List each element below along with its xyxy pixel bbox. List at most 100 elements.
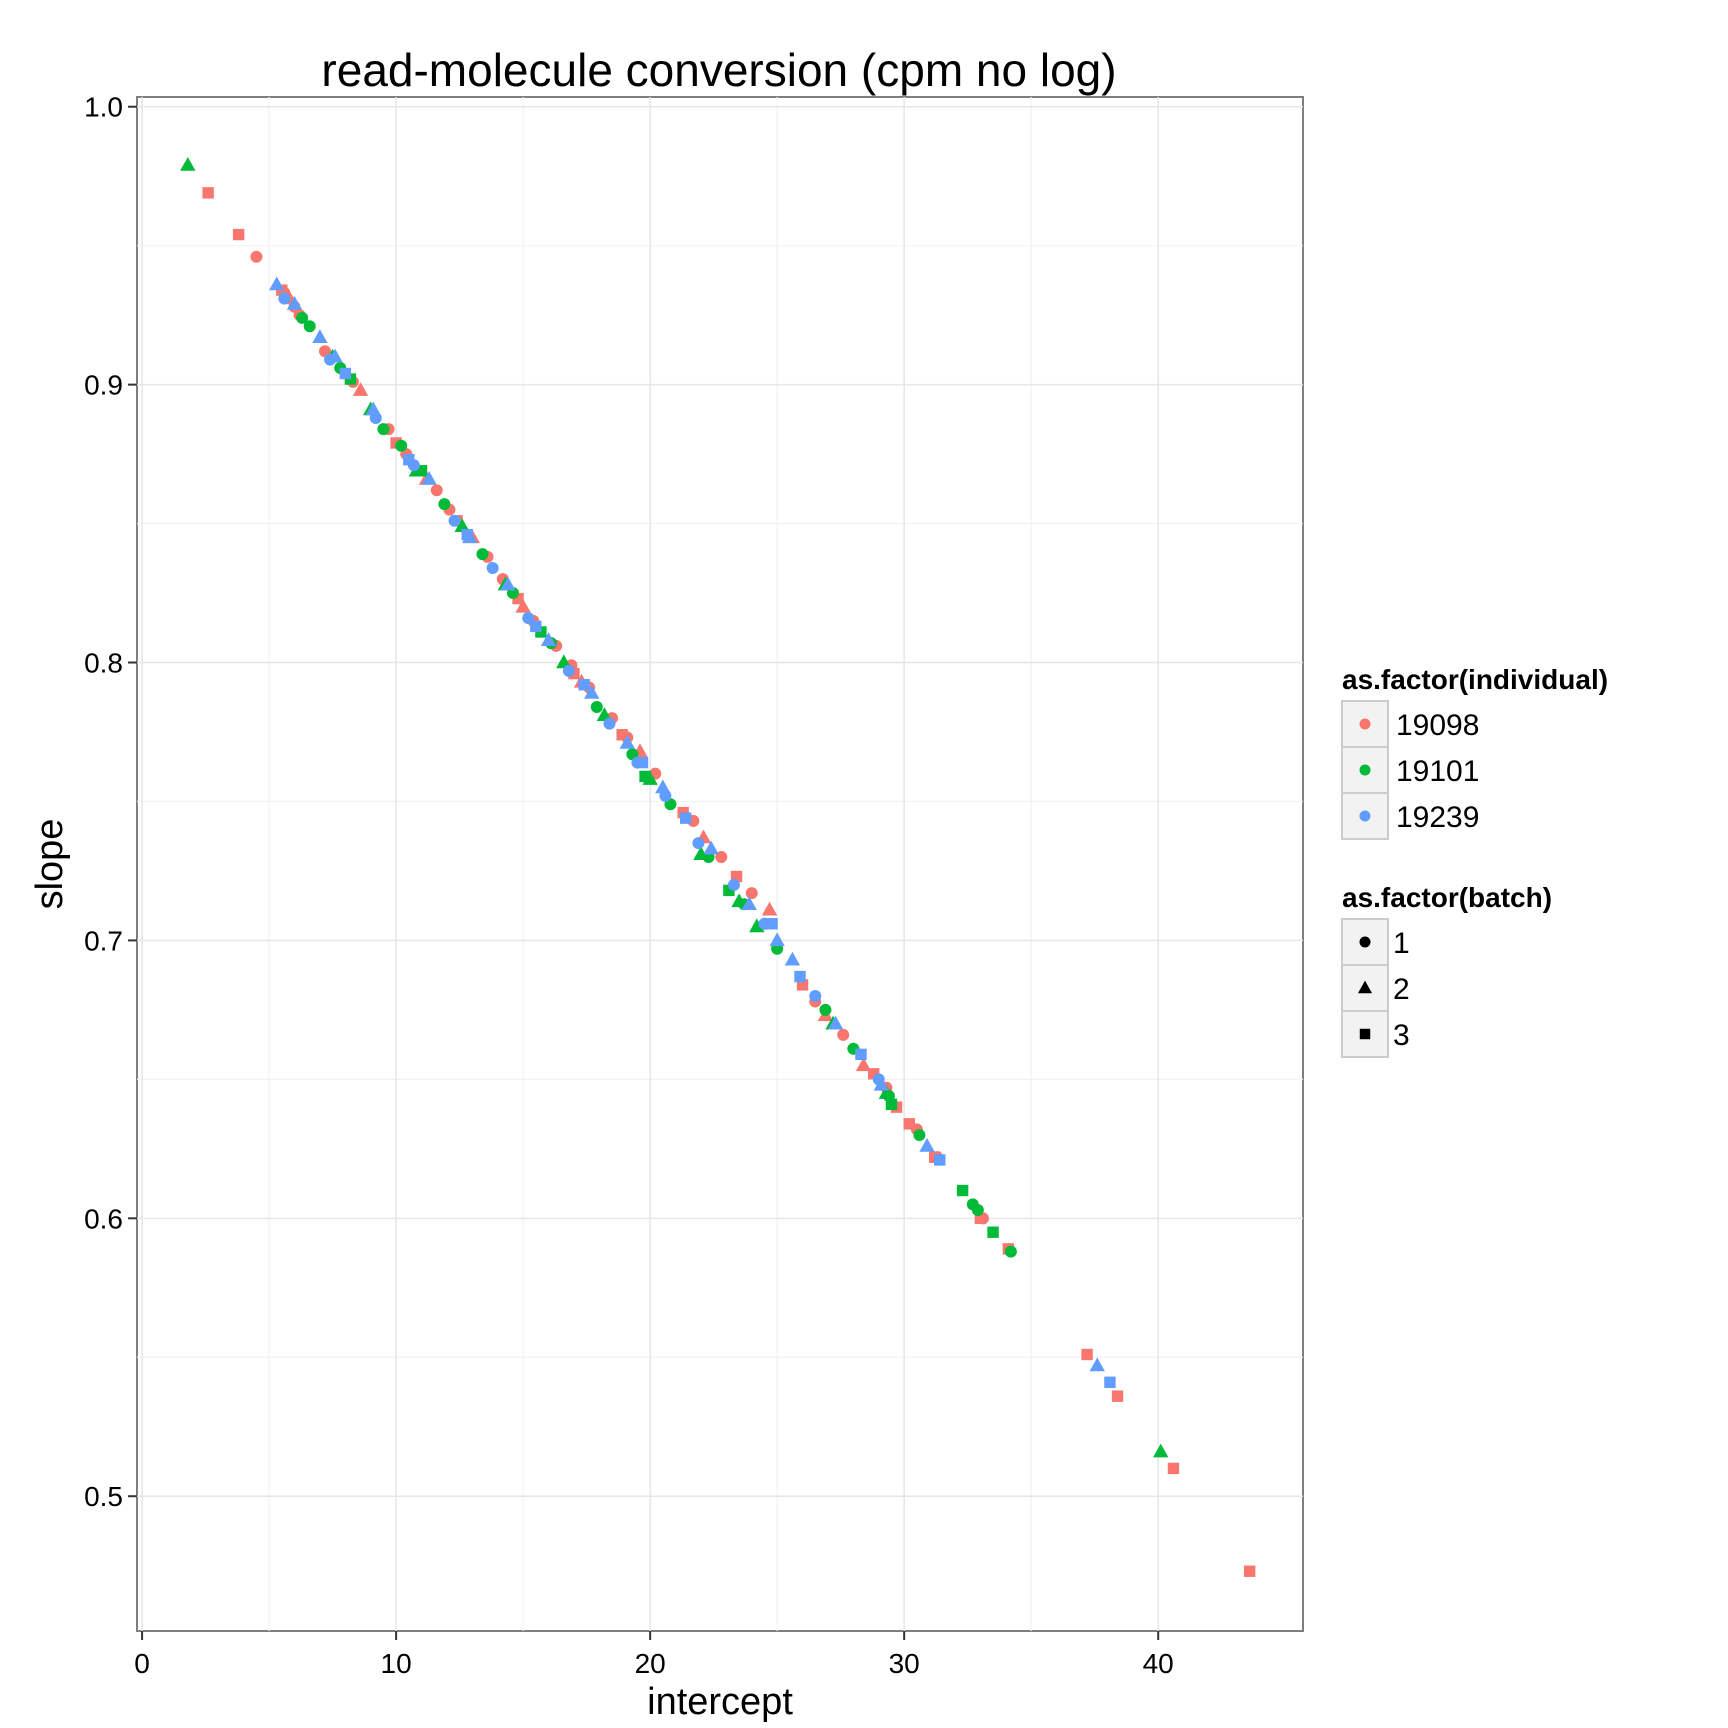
- data-point: [809, 990, 822, 1003]
- data-point: [1089, 1357, 1105, 1372]
- data-point: [827, 1015, 844, 1030]
- data-point: [903, 1118, 915, 1130]
- data-point: [639, 770, 651, 783]
- legend-color-swatch: [1359, 764, 1371, 776]
- data-point: [562, 664, 575, 677]
- data-point: [616, 729, 628, 741]
- data-point: [885, 1098, 898, 1111]
- data-point: [727, 878, 740, 891]
- data-point: [232, 228, 245, 241]
- data-point: [619, 735, 635, 749]
- data-point: [766, 918, 778, 930]
- data-point: [703, 840, 719, 855]
- y-axis-label: slope: [29, 819, 71, 910]
- data-point: [202, 187, 214, 199]
- x-tick-label: 20: [635, 1648, 666, 1679]
- data-point: [327, 348, 343, 363]
- data-point: [296, 311, 309, 324]
- major-grid: [137, 97, 1303, 1631]
- data-point: [540, 632, 557, 646]
- data-point: [590, 700, 603, 713]
- data-point: [796, 979, 809, 991]
- data-point: [956, 1184, 969, 1197]
- data-point: [636, 756, 649, 769]
- data-point: [403, 453, 415, 466]
- data-point: [438, 498, 451, 511]
- y-tick-label: 0.7: [84, 925, 123, 956]
- data-point: [486, 562, 499, 575]
- data-point: [723, 884, 735, 897]
- data-point: [867, 1068, 880, 1080]
- data-point: [454, 518, 470, 533]
- data-point: [878, 1085, 895, 1099]
- data-point: [584, 684, 600, 699]
- data-point: [693, 846, 709, 860]
- x-tick-label: 40: [1143, 1648, 1174, 1679]
- data-point: [530, 620, 542, 633]
- data-point: [919, 1137, 935, 1152]
- axis-ticks: 0 10 20 30 40 0.5 0.6 0.7 0.8 0.9 1.0: [84, 92, 1174, 1679]
- data-point: [269, 276, 285, 291]
- data-point: [1243, 1565, 1256, 1577]
- data-point: [377, 423, 390, 436]
- data-point: [250, 250, 263, 263]
- data-point: [303, 320, 316, 333]
- data-point: [741, 896, 757, 910]
- data-point: [971, 1203, 984, 1216]
- data-point: [731, 893, 747, 908]
- data-point: [873, 1076, 890, 1091]
- data-point: [365, 401, 381, 416]
- legend-color-swatch: [1359, 718, 1371, 730]
- y-tick-label: 0.5: [84, 1481, 123, 1512]
- data-point: [794, 970, 806, 983]
- x-axis-label: intercept: [647, 1681, 793, 1723]
- data-point: [934, 1154, 946, 1166]
- x-tick-label: 0: [134, 1648, 150, 1679]
- legend-shape-swatch: [1359, 1028, 1371, 1040]
- data-point: [974, 1212, 987, 1225]
- data-point: [352, 382, 369, 396]
- data-point: [415, 465, 428, 477]
- minor-grid: [137, 97, 1303, 1631]
- data-point: [395, 439, 408, 452]
- color-legend: as.factor(individual) 19098 19101 19239: [1341, 664, 1608, 840]
- data-point: [448, 514, 461, 527]
- data-point: [278, 292, 291, 305]
- data-point: [769, 932, 785, 947]
- data-point: [476, 548, 489, 561]
- y-tick-label: 0.8: [84, 648, 123, 679]
- data-point: [855, 1048, 867, 1061]
- data-point: [1104, 1376, 1116, 1388]
- chart-title: read-molecule conversion (cpm no log): [321, 44, 1116, 96]
- data-point: [578, 679, 590, 691]
- y-tick-label: 1.0: [84, 92, 123, 123]
- data-point: [1167, 1462, 1180, 1475]
- y-tick-label: 0.6: [84, 1203, 123, 1234]
- legend-color-swatch: [1359, 810, 1371, 822]
- data-point: [987, 1226, 999, 1238]
- data-point: [1153, 1443, 1169, 1458]
- x-tick-label: 30: [889, 1648, 920, 1679]
- data-point: [461, 528, 473, 541]
- data-point: [749, 918, 765, 933]
- data-point: [913, 1128, 926, 1141]
- y-tick-label: 0.9: [84, 370, 123, 401]
- data-point: [180, 156, 196, 171]
- data-point: [512, 592, 524, 605]
- data-point: [596, 707, 613, 721]
- data-point: [339, 367, 352, 380]
- data-point: [692, 837, 705, 850]
- data-point: [761, 901, 778, 916]
- legend-shape-swatch: [1359, 936, 1371, 948]
- legend-label: 3: [1393, 1019, 1410, 1052]
- data-point: [1081, 1348, 1093, 1361]
- data-point: [1111, 1390, 1124, 1402]
- legend-label: 1: [1393, 927, 1410, 960]
- data-point: [430, 484, 443, 497]
- data-point: [745, 887, 758, 900]
- data-point: [500, 576, 516, 591]
- legend-shape-swatch: [1357, 980, 1373, 994]
- data-point: [286, 295, 303, 310]
- shape-legend: as.factor(batch) 1 2 3: [1341, 882, 1552, 1058]
